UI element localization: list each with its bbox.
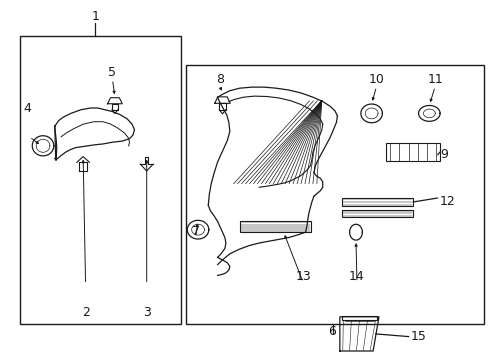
Text: 15: 15: [410, 330, 426, 343]
Text: 14: 14: [348, 270, 364, 283]
Text: 9: 9: [439, 148, 447, 161]
Text: 11: 11: [427, 73, 442, 86]
Text: 1: 1: [91, 10, 99, 23]
Text: 12: 12: [439, 195, 455, 208]
Bar: [341, 316, 376, 320]
Text: 13: 13: [295, 270, 310, 283]
Bar: [20, 36, 181, 324]
Bar: [239, 221, 310, 232]
Bar: [342, 210, 412, 217]
Text: 4: 4: [23, 102, 31, 115]
Text: 10: 10: [368, 73, 384, 86]
Bar: [185, 65, 483, 324]
Text: 5: 5: [108, 66, 116, 79]
Text: 6: 6: [328, 325, 336, 338]
Bar: [386, 143, 439, 161]
Text: 3: 3: [142, 306, 150, 319]
Bar: [342, 198, 412, 206]
Text: 8: 8: [216, 73, 224, 86]
Text: 2: 2: [81, 306, 89, 319]
Text: 7: 7: [191, 225, 199, 238]
